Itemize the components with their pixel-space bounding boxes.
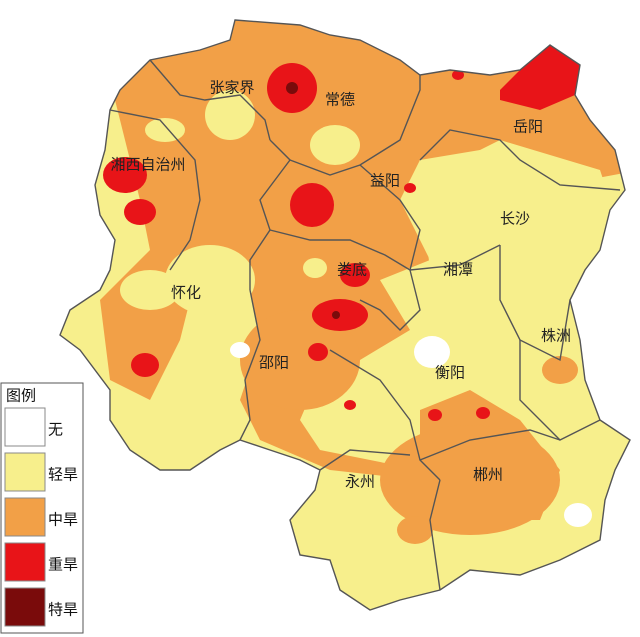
legend-swatch <box>4 497 46 537</box>
city-label: 怀化 <box>171 284 201 302</box>
city-label: 常德 <box>325 91 355 109</box>
city-label: 长沙 <box>500 210 530 228</box>
city-label: 邵阳 <box>259 354 289 372</box>
city-label: 湘西自治州 <box>110 156 185 174</box>
legend-label: 轻旱 <box>48 466 78 484</box>
legend-swatch <box>4 407 46 447</box>
legend-label: 重旱 <box>48 556 78 574</box>
city-label: 张家界 <box>209 79 254 97</box>
city-label: 娄底 <box>337 261 367 279</box>
legend-swatch <box>4 542 46 582</box>
city-label: 岳阳 <box>513 118 543 136</box>
city-labels: 张家界 常德 岳阳 湘西自治州 益阳 长沙 娄底 湘潭 怀化 邵阳 株洲 衡阳 … <box>110 79 571 491</box>
city-label: 郴州 <box>473 466 503 484</box>
legend-title: 图例 <box>6 387 36 405</box>
city-borders <box>109 59 621 591</box>
no-drought-patches <box>230 336 592 527</box>
light-drought-patches <box>120 90 620 315</box>
city-label: 湘潭 <box>443 261 473 279</box>
legend-label: 中旱 <box>48 511 78 529</box>
province-border <box>59 19 631 611</box>
city-label: 永州 <box>345 473 375 491</box>
legend-label: 特旱 <box>48 601 78 619</box>
extreme-drought-spots <box>286 82 340 319</box>
city-label: 株洲 <box>541 327 571 345</box>
city-label: 益阳 <box>370 172 400 190</box>
city-label: 衡阳 <box>435 364 465 382</box>
legend-label: 无 <box>48 421 63 439</box>
legend-swatch <box>4 587 46 627</box>
legend-swatch <box>4 452 46 492</box>
